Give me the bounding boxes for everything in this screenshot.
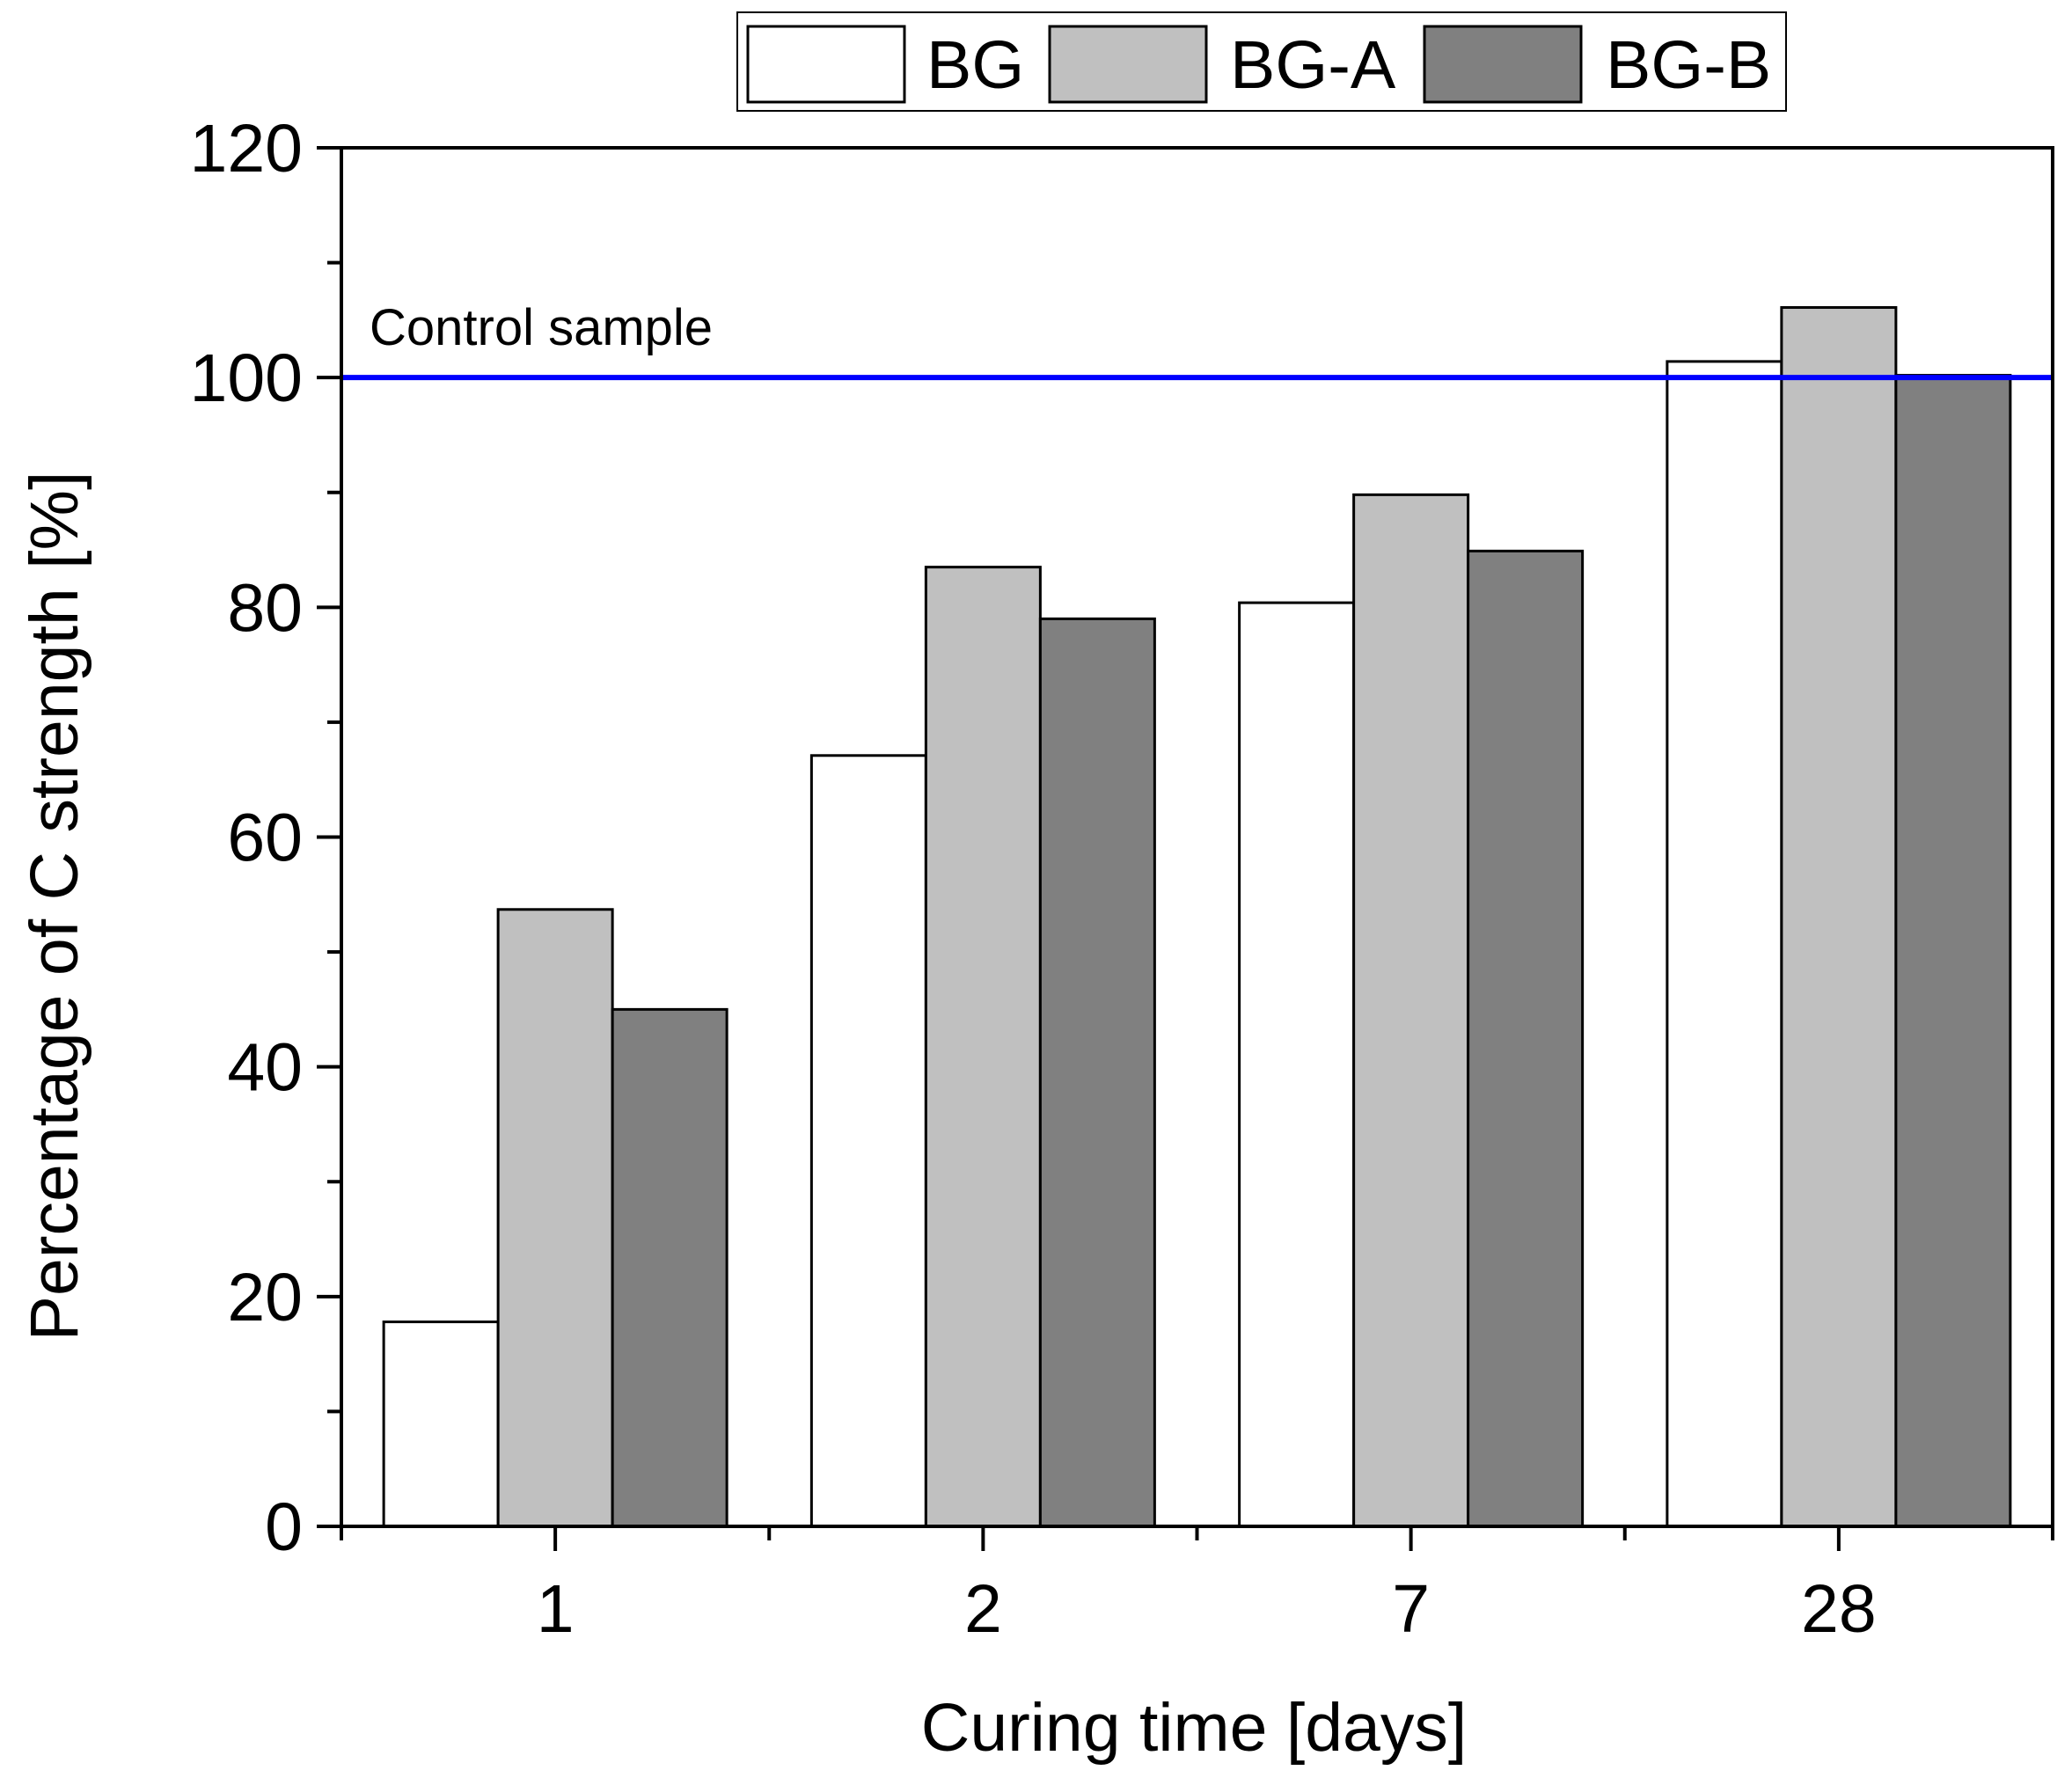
legend-label-bg-a: BG-A [1230,27,1396,103]
x-tick-label: 1 [537,1571,575,1647]
legend-swatch-bg-a [1048,25,1208,104]
bar-bg-day-7 [1238,601,1356,1528]
axes-layer: 0 20 40 60 80 100 120 1 2 7 28 [190,111,2054,1647]
legend-label-bg: BG [926,27,1024,103]
y-tick-label: 80 [227,570,303,646]
y-tick-label: 40 [227,1030,303,1106]
x-tick-label: 28 [1801,1571,1877,1647]
bar-bg-a-day-2 [924,566,1042,1528]
y-tick-label: 0 [265,1489,303,1565]
bar-bg-b-day-1 [611,1007,728,1528]
y-tick-label: 20 [227,1260,303,1335]
bar-bg-a-day-7 [1352,493,1470,1528]
legend-label-bg-b: BG-B [1606,27,1771,103]
y-tick-label: 100 [190,340,303,416]
control-sample-label: Control sample [370,299,713,356]
bar-bg-a-day-28 [1780,306,1898,1528]
bar-bg-a-day-1 [496,908,614,1528]
bar-bg-b-day-2 [1038,617,1156,1528]
bar-bg-b-day-7 [1467,549,1585,1528]
legend-swatch-bg [746,25,906,104]
x-tick-label: 2 [964,1571,1002,1647]
legend-swatch-bg-b [1423,25,1583,104]
y-tick-label: 120 [190,111,303,187]
y-axis-label: Percentage of C strength [%] [17,472,92,1342]
legend: BG BG-A BG-B [736,11,1787,112]
bar-bg-day-28 [1666,360,1783,1528]
bar-bg-day-2 [809,754,927,1528]
y-tick-label: 60 [227,801,303,876]
bars-layer [382,306,2012,1528]
bar-bg-day-1 [382,1320,500,1528]
bar-bg-b-day-28 [1894,374,2012,1528]
x-axis-label: Curing time [days] [921,1690,1468,1766]
x-tick-label: 7 [1392,1571,1430,1647]
legend-box [736,11,1787,112]
